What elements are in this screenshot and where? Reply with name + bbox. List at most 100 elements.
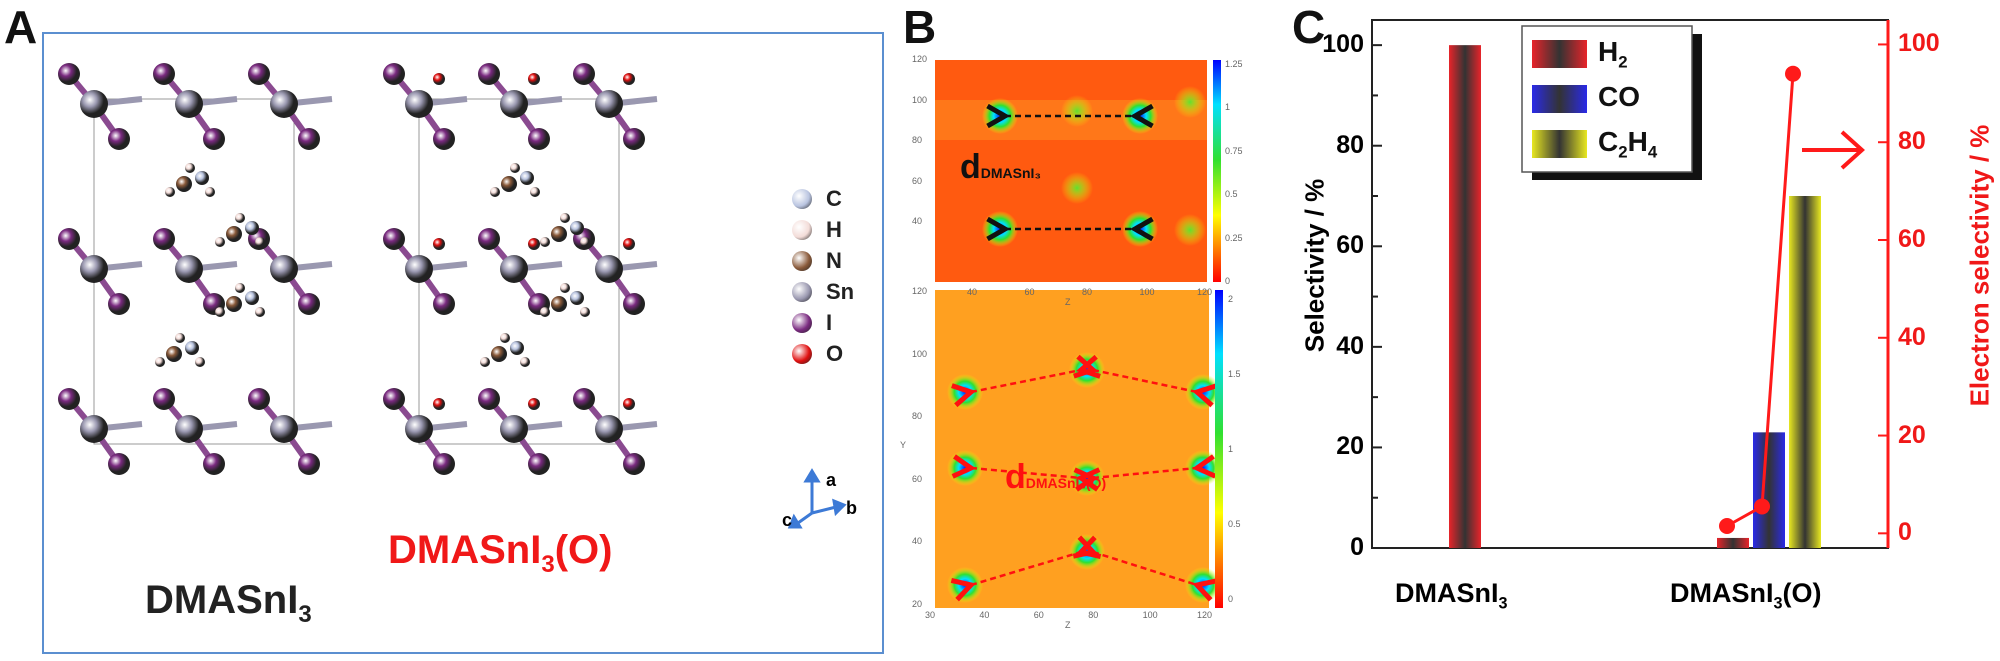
legend-label: H: [826, 216, 842, 242]
arrow-head-icon: [1840, 130, 1865, 170]
map-y-tick: 60: [912, 175, 923, 186]
legend-sub2: 4: [1647, 142, 1658, 162]
elf-maps: [935, 60, 1223, 608]
atom: [500, 255, 528, 283]
legend-rest: H: [1627, 126, 1648, 157]
atom: [433, 293, 455, 315]
atom: [155, 357, 165, 367]
map-y-label: Y: [900, 440, 907, 450]
atom: [478, 63, 500, 85]
colorbar-tick: 2: [1228, 294, 1234, 304]
bar-co: [1753, 432, 1785, 548]
atom: [185, 163, 195, 173]
x-category-label: DMASnI3(O): [1670, 578, 1822, 613]
map-x-label: Z: [1065, 620, 1071, 630]
category-suffix: (O): [1782, 578, 1822, 608]
atom: [540, 307, 550, 317]
atom: [203, 128, 225, 150]
map-x-tick: 40: [979, 610, 990, 620]
atom: [108, 453, 130, 475]
atom: [433, 238, 445, 250]
atom: [478, 388, 500, 410]
atom: [510, 163, 520, 173]
atom: [580, 307, 590, 317]
atom-ball-icon: [792, 250, 812, 271]
category-base: DMASnI: [1395, 578, 1499, 608]
compound-sub: 3: [298, 601, 312, 628]
map-y-tick: 100: [912, 348, 928, 359]
panel-label-a: A: [4, 1, 38, 53]
atom-ball-icon: [792, 343, 812, 364]
legend-label: N: [826, 247, 842, 273]
atom: [176, 176, 192, 192]
atom-ball-icon: [792, 188, 812, 209]
atom: [245, 221, 259, 235]
atom: [405, 255, 433, 283]
map-x-tick: 120: [1197, 610, 1213, 620]
atom: [405, 415, 433, 443]
colorbar-tick: 1.25: [1225, 59, 1243, 69]
map-x-tick: 60: [1024, 287, 1035, 297]
atom: [175, 255, 203, 283]
atom: [235, 213, 245, 223]
y-tick-label: 0: [1350, 533, 1364, 561]
axis-c-label: c: [782, 510, 793, 530]
legend-item-n: N: [792, 245, 854, 276]
panel-label-c: C: [1292, 1, 1326, 53]
map-y-tick: 100: [912, 94, 928, 105]
atom: [270, 90, 298, 118]
compound-sub: 3: [541, 551, 555, 578]
axis-triad-icon: [787, 468, 847, 529]
atom: [595, 255, 623, 283]
atom: [245, 291, 259, 305]
legend-base: H: [1598, 36, 1619, 67]
legend-sub: 2: [1618, 52, 1628, 72]
map-x-tick: 80: [1088, 610, 1099, 620]
elf-map-top: [935, 60, 1221, 282]
map-x-tick: 40: [967, 287, 978, 297]
atom: [623, 293, 645, 315]
panel-a-frame: [42, 32, 884, 654]
atom: [195, 171, 209, 185]
map-x-tick: 120: [1197, 287, 1213, 297]
bar-c2h4: [1789, 196, 1821, 548]
category-sub: 3: [1498, 594, 1508, 613]
atom: [298, 128, 320, 150]
map-y-tick: 20: [912, 599, 923, 609]
bar-h2: [1449, 45, 1481, 549]
atom: [248, 388, 270, 410]
axis-b-label: b: [846, 498, 857, 518]
d-subscript: DMASnI₃(O): [1025, 475, 1107, 491]
elf-atom: [1069, 534, 1105, 570]
distance-arrow: [971, 468, 1081, 478]
distance-arrow: [1093, 468, 1197, 478]
legend-label: C: [826, 185, 842, 211]
colorbar-tick: 0.25: [1225, 232, 1243, 243]
y-axis-right-label: Electron selectivity / %: [1964, 124, 1995, 407]
colorbar-tick: 0: [1225, 276, 1231, 286]
electron-selectivity-point: [1754, 498, 1770, 515]
atom: [203, 453, 225, 475]
atom: [405, 90, 433, 118]
compound-suffix: (O): [554, 528, 613, 572]
legend-base: C: [1598, 126, 1619, 157]
y-tick-label: 20: [1336, 432, 1364, 461]
atom: [595, 90, 623, 118]
atom: [270, 255, 298, 283]
atom: [175, 415, 203, 443]
colorbar-tick: 1.5: [1228, 369, 1241, 379]
colorbar-tick: 0.5: [1225, 189, 1238, 200]
d-symbol: d: [960, 148, 981, 186]
y-right-tick-label: 40: [1898, 322, 1926, 351]
atom: [540, 237, 550, 247]
atom: [58, 228, 80, 250]
legend-label: I: [826, 309, 833, 335]
colorbar-tick: 1: [1228, 444, 1234, 454]
atom: [165, 187, 175, 197]
atom: [551, 226, 567, 242]
atom: [491, 346, 507, 362]
axis-a-label: a: [826, 470, 837, 490]
atom: [270, 415, 298, 443]
atom: [500, 415, 528, 443]
distance-arrow: [971, 552, 1081, 585]
